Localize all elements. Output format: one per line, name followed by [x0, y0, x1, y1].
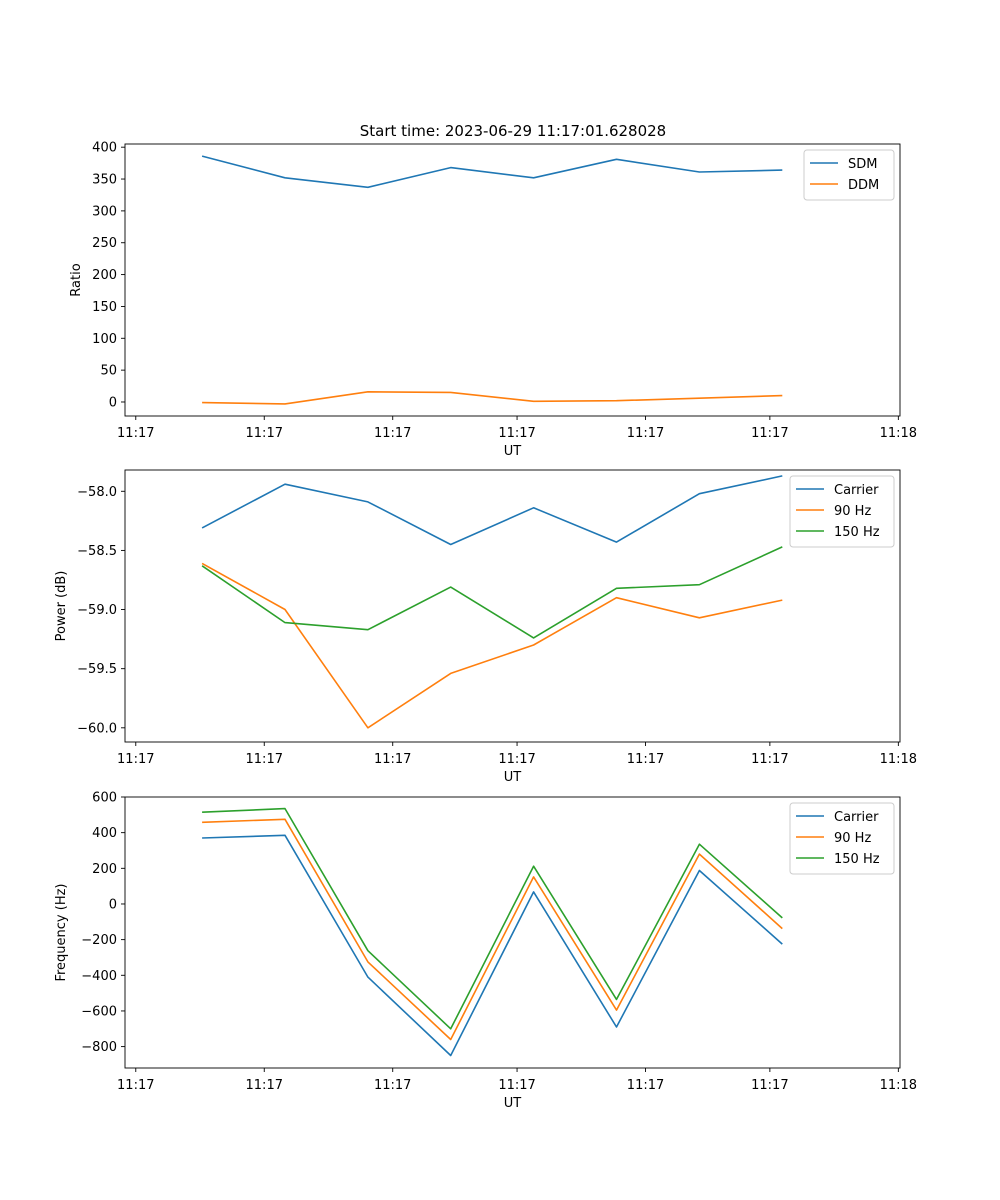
x-tick-label: 11:18 — [880, 1078, 917, 1093]
y-tick-label: −59.0 — [77, 603, 117, 618]
y-tick-label: 250 — [92, 236, 117, 251]
legend-entry-label: DDM — [848, 178, 879, 193]
series-line-2 — [202, 390, 783, 405]
legend-box — [789, 802, 895, 875]
x-tick-label: 11:17 — [751, 426, 788, 441]
figure-title: Start time: 2023-06-29 11:17:01.628028 — [360, 122, 666, 140]
y-tick-label: −600 — [81, 1004, 117, 1019]
legend: SDM DDM — [803, 149, 895, 201]
x-tick-label: 11:17 — [751, 752, 788, 767]
x-tick-label: 11:17 — [246, 426, 283, 441]
y-tick-label: 300 — [92, 204, 117, 219]
y-tick-label: −60.0 — [77, 721, 117, 736]
x-tick-label: 11:17 — [246, 752, 283, 767]
y-tick-label: −200 — [81, 933, 117, 948]
series-line-3 — [202, 807, 783, 1030]
series-line-3 — [201, 546, 783, 639]
x-axis-label: UT — [504, 444, 522, 459]
legend-entry-label: 90 Hz — [834, 504, 871, 519]
y-tick-label: 0 — [109, 395, 117, 410]
series-line-2 — [202, 818, 783, 1041]
y-tick-label: 200 — [92, 268, 117, 283]
y-tick-label: 50 — [100, 364, 117, 379]
x-tick-label: 11:17 — [117, 1078, 154, 1093]
y-tick-label: −800 — [81, 1040, 117, 1055]
x-tick-label: 11:17 — [246, 1078, 283, 1093]
y-tick-label: −59.5 — [77, 662, 117, 677]
x-tick-label: 11:17 — [374, 1078, 411, 1093]
x-axis-label: UT — [504, 1096, 522, 1111]
legend-entry-label: Carrier — [834, 483, 879, 498]
series-line-2 — [201, 562, 783, 729]
chart-panel-3: 600 400 200 0 −200 −400 −600 −800 11:17 11:17 11:1… — [54, 791, 917, 1112]
y-axis-label: Power (dB) — [54, 571, 69, 642]
x-tick-label: 11:18 — [880, 752, 917, 767]
y-tick-label: −58.5 — [77, 544, 117, 559]
legend-entry-label: 90 Hz — [834, 831, 871, 846]
legend-entry-label: 150 Hz — [834, 525, 880, 540]
legend: Carrier 90 Hz 150 Hz — [789, 475, 895, 548]
legend-entry-label: 150 Hz — [834, 852, 880, 867]
legend-box — [789, 475, 895, 548]
y-tick-label: −58.0 — [77, 485, 117, 500]
chart-panels: 0 50 100 150 200 250 300 350 400 11:17 11:17 11:17 1… — [54, 141, 917, 1111]
x-tick-label: 11:17 — [627, 1078, 664, 1093]
y-tick-label: 100 — [92, 332, 117, 347]
x-tick-label: 11:17 — [627, 752, 664, 767]
series-line-1 — [201, 475, 783, 546]
legend-entry-label: Carrier — [834, 810, 879, 825]
x-tick-label: 11:17 — [627, 426, 664, 441]
y-tick-label: 350 — [92, 173, 117, 188]
y-tick-label: 400 — [92, 826, 117, 841]
x-tick-label: 11:18 — [880, 426, 917, 441]
y-axis-label: Frequency (Hz) — [54, 883, 69, 981]
y-tick-label: 600 — [92, 791, 117, 806]
series-line-1 — [202, 834, 783, 1057]
x-tick-label: 11:17 — [374, 426, 411, 441]
x-tick-label: 11:17 — [751, 1078, 788, 1093]
legend-entry-label: SDM — [848, 157, 877, 172]
chart-panel-2: −58.0 −58.5 −59.0 −59.5 −60.0 11:17 11:17 11:17… — [54, 469, 917, 785]
plot-frame — [124, 143, 901, 417]
plot-frame — [124, 469, 901, 743]
y-tick-label: 200 — [92, 862, 117, 877]
series-line-1 — [201, 155, 783, 189]
y-tick-label: −400 — [81, 969, 117, 984]
y-tick-label: 150 — [92, 300, 117, 315]
plot-frame — [124, 796, 901, 1069]
x-tick-label: 11:17 — [117, 752, 154, 767]
y-tick-label: 0 — [109, 897, 117, 912]
x-axis-label: UT — [504, 770, 522, 785]
x-tick-label: 11:17 — [498, 1078, 535, 1093]
y-tick-label: 400 — [92, 141, 117, 156]
x-tick-label: 11:17 — [374, 752, 411, 767]
x-tick-label: 11:17 — [498, 426, 535, 441]
chart-panel-1: 0 50 100 150 200 250 300 350 400 11:17 11:17 11:17 1… — [69, 141, 917, 459]
y-axis-label: Ratio — [69, 263, 84, 296]
legend: Carrier 90 Hz 150 Hz — [789, 802, 895, 875]
x-tick-label: 11:17 — [498, 752, 535, 767]
x-tick-label: 11:17 — [117, 426, 154, 441]
